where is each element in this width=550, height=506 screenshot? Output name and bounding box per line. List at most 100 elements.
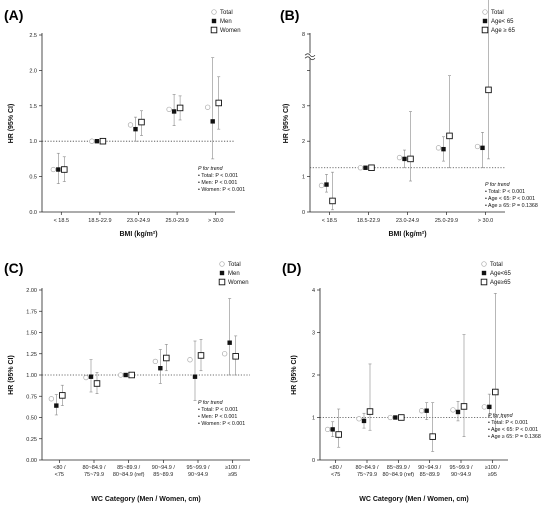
x-tick-label: 80~84.9 (ref) bbox=[383, 472, 415, 478]
data-point bbox=[56, 167, 61, 172]
data-point bbox=[485, 86, 492, 94]
legend-label: Men bbox=[228, 271, 240, 277]
data-point bbox=[127, 122, 134, 128]
x-tick-label: 85~89.9 / bbox=[387, 465, 411, 471]
panel-letter: (C) bbox=[4, 260, 23, 276]
y-tick-label: 0.0 bbox=[29, 210, 37, 216]
legend-marker bbox=[219, 261, 225, 267]
chart-panel-1: (A) 0.0 0.5 1.0 1.5 2.0 2.5 < 18.5 18.5-22.9 23.0… bbox=[4, 7, 245, 238]
data-point bbox=[232, 353, 239, 360]
x-tick-label: > 30.0 bbox=[478, 218, 493, 224]
data-point bbox=[324, 182, 329, 187]
data-point bbox=[118, 372, 124, 378]
y-tick-label: 0.75 bbox=[26, 394, 37, 400]
data-point bbox=[441, 146, 446, 152]
data-point bbox=[398, 414, 405, 421]
y-tick-label: 1.0 bbox=[29, 139, 37, 145]
data-point bbox=[93, 380, 101, 387]
legend-label: Age< 65 bbox=[491, 19, 514, 25]
x-tick-label: < 18.5 bbox=[54, 218, 69, 224]
legend-marker bbox=[481, 26, 489, 34]
data-point bbox=[419, 408, 425, 414]
legend-marker bbox=[210, 26, 218, 34]
panel-letter: (A) bbox=[4, 7, 23, 23]
x-tick-label: 25.0-29.9 bbox=[165, 218, 188, 224]
legend-marker bbox=[211, 9, 217, 15]
data-point bbox=[335, 431, 342, 438]
x-tick-label: 80~84.9 (ref) bbox=[113, 472, 145, 478]
x-axis-title: BMI (kg/m²) bbox=[388, 231, 426, 238]
y-tick-label: 3 bbox=[302, 104, 305, 110]
x-tick-label: 18.5-22.9 bbox=[357, 218, 380, 224]
data-point bbox=[366, 408, 374, 415]
data-point bbox=[429, 433, 436, 440]
data-point bbox=[455, 409, 461, 415]
y-tick-label: 0 bbox=[312, 458, 315, 464]
y-tick-label: 2 bbox=[302, 139, 305, 145]
x-tick-label: <80 / bbox=[329, 465, 342, 471]
legend-label: Men bbox=[220, 19, 232, 25]
data-point bbox=[446, 132, 453, 140]
legend-marker bbox=[218, 278, 226, 286]
y-tick-label: 1.50 bbox=[26, 331, 37, 337]
x-tick-label: < 18.5 bbox=[322, 218, 337, 224]
x-tick-label: 90~94.9 bbox=[451, 472, 471, 478]
y-axis-title: HR (95% CI) bbox=[8, 355, 15, 395]
x-tick-label: 25.0-29.9 bbox=[435, 218, 458, 224]
x-tick-label: 85~89.9 bbox=[153, 472, 173, 478]
trend-line: • Men: P < 0.001 bbox=[198, 180, 237, 186]
data-point bbox=[474, 143, 481, 150]
y-tick-label: 0.5 bbox=[29, 175, 37, 181]
panel-letter: (B) bbox=[280, 7, 299, 23]
data-point bbox=[460, 403, 468, 410]
data-point bbox=[138, 118, 145, 126]
data-point bbox=[368, 164, 375, 171]
trend-line: • Total: P < 0.001 bbox=[488, 420, 528, 426]
y-tick-label: 3 bbox=[312, 331, 315, 337]
x-tick-label: > 30.0 bbox=[208, 218, 223, 224]
data-point bbox=[357, 165, 364, 171]
x-tick-label: 90~94.9 bbox=[188, 472, 208, 478]
legend-marker bbox=[480, 278, 488, 286]
x-tick-label: <80 / bbox=[53, 465, 66, 471]
data-point bbox=[48, 396, 54, 402]
data-point bbox=[158, 366, 163, 371]
x-axis-title: BMI (kg/m²) bbox=[119, 231, 157, 238]
data-point bbox=[363, 165, 368, 170]
data-point bbox=[480, 145, 485, 151]
legend-marker bbox=[481, 261, 487, 267]
legend-label: Age ≥ 65 bbox=[491, 28, 516, 34]
axis-break-mark bbox=[304, 56, 316, 61]
trend-title: P for trend bbox=[485, 182, 511, 188]
data-point bbox=[393, 415, 398, 420]
data-point bbox=[152, 358, 158, 365]
data-point bbox=[356, 416, 362, 422]
y-tick-label: 1.25 bbox=[26, 352, 37, 358]
data-point bbox=[197, 352, 205, 359]
data-point bbox=[210, 119, 215, 124]
data-point bbox=[329, 197, 336, 205]
axis-break-mark bbox=[304, 53, 316, 58]
x-tick-label: 75~79.9 bbox=[357, 472, 377, 478]
data-point bbox=[424, 408, 429, 413]
data-point bbox=[50, 166, 56, 173]
x-tick-label: 75~79.9 bbox=[84, 472, 104, 478]
data-point bbox=[123, 372, 128, 378]
x-tick-label: ≥100 / bbox=[225, 465, 241, 471]
data-point bbox=[54, 403, 59, 408]
x-tick-label: ≥95 bbox=[488, 472, 497, 478]
legend-marker bbox=[482, 9, 488, 15]
legend-marker bbox=[219, 270, 225, 276]
y-tick-label: 0.25 bbox=[26, 437, 37, 443]
x-tick-label: 85~89.9 bbox=[420, 472, 440, 478]
data-point bbox=[450, 407, 456, 413]
trend-line: • Women: P < 0.001 bbox=[198, 421, 245, 427]
y-tick-label: 2.00 bbox=[26, 288, 37, 294]
x-axis-title: WC Category (Men / Women, cm) bbox=[91, 496, 201, 503]
y-tick-label: 0.00 bbox=[26, 458, 37, 464]
data-point bbox=[318, 182, 325, 189]
data-point bbox=[407, 155, 414, 163]
data-point bbox=[89, 138, 95, 144]
